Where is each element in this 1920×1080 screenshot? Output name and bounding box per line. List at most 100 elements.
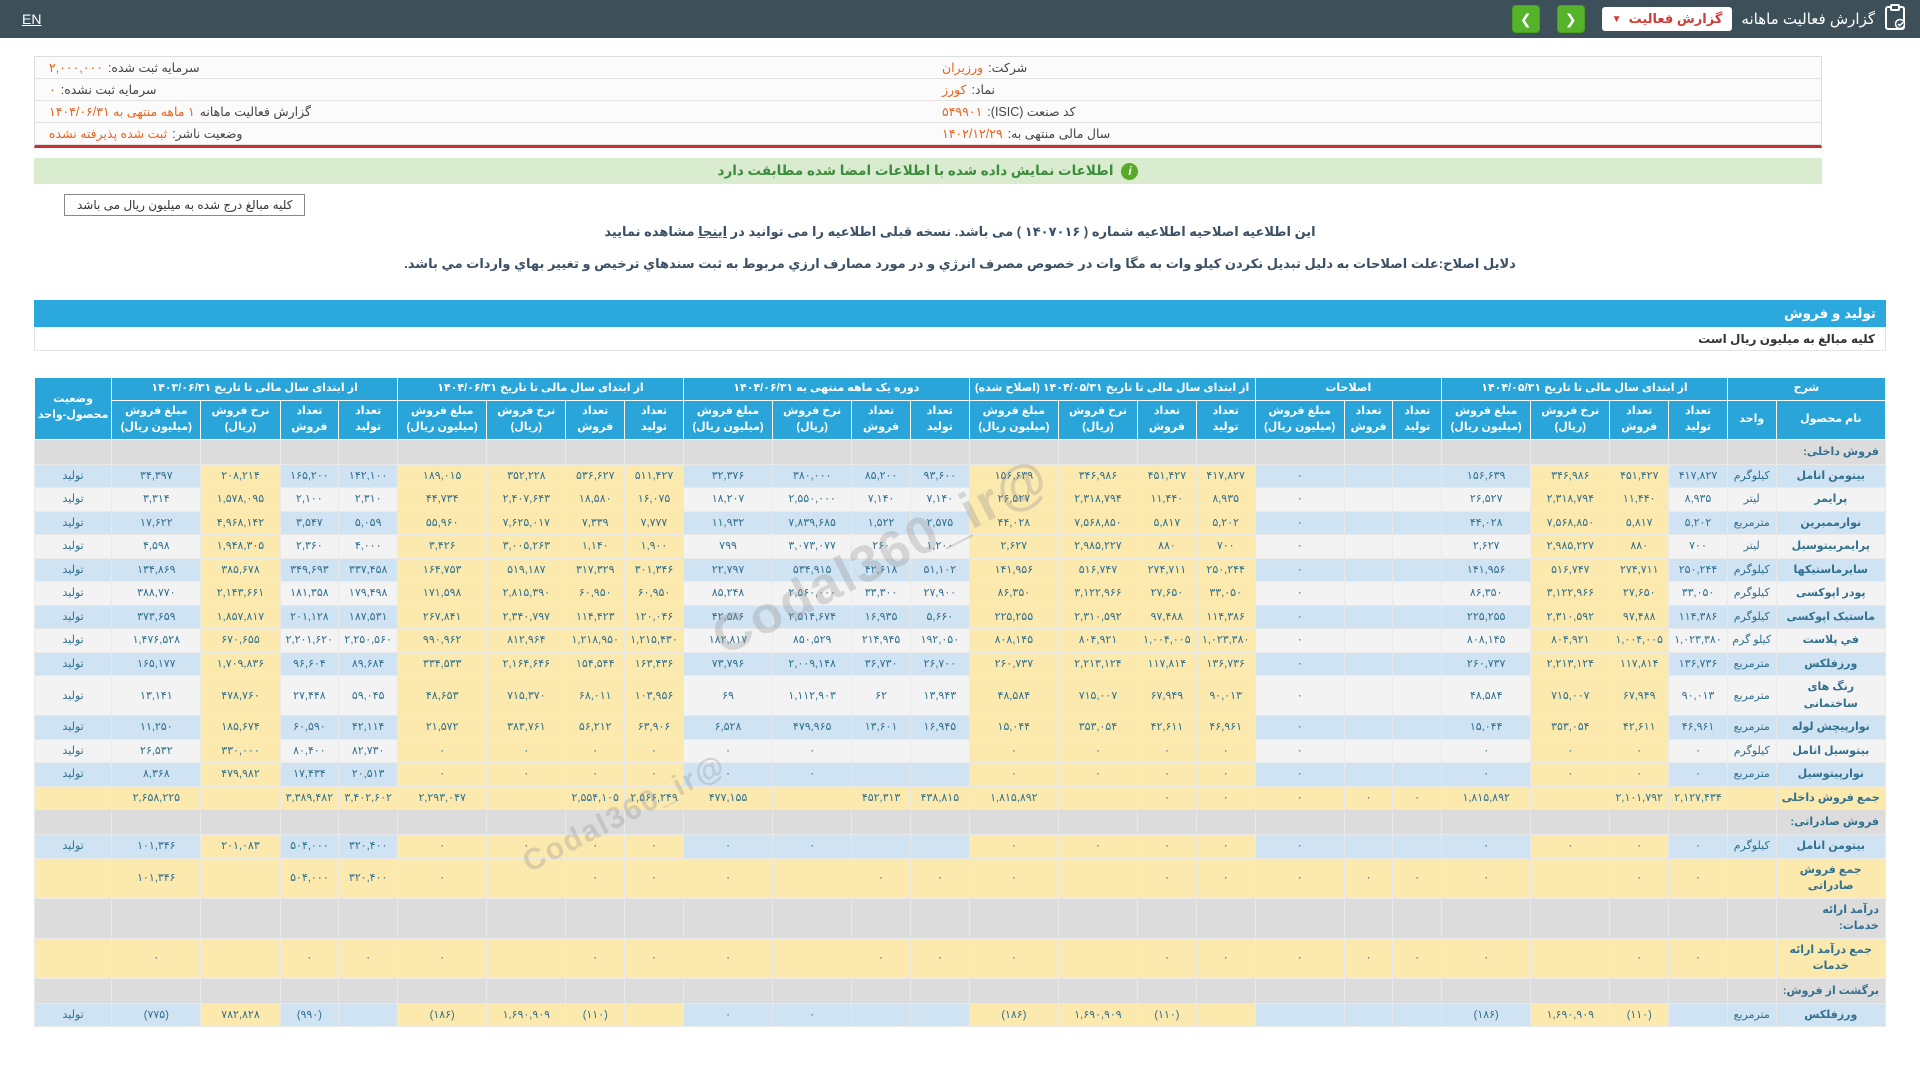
value-cell: ۴۷۸,۷۶۰	[200, 675, 281, 717]
column-header-1: واحد	[1726, 399, 1777, 440]
value-cell: ۱۰۳,۹۵۶	[624, 675, 684, 717]
value-cell: ۰	[1441, 834, 1532, 859]
value-cell: ۴۲,۶۱۱	[1609, 715, 1670, 740]
value-cell: ۱۵۶,۶۳۹	[968, 463, 1059, 489]
value-cell	[909, 1002, 970, 1028]
report-type-dropdown[interactable]: گزارش فعالیت ▼	[1601, 7, 1733, 31]
value-cell: ۳,۵۴۷	[279, 510, 340, 536]
section-label: فروش داخلی:	[1775, 438, 1887, 465]
value-cell	[1530, 857, 1611, 899]
value-cell: ۳۰۱,۳۴۶	[624, 557, 684, 583]
value-cell: ۵,۰۵۹	[338, 510, 399, 536]
value-cell: ۰	[624, 857, 684, 899]
column-header-19: نرخ فروش (ریال)	[486, 399, 567, 440]
top-navbar: گزارش فعالیت ماهانه گزارش فعالیت ▼ ❮ ❯ E…	[0, 0, 1920, 38]
column-group-7: وضعیت محصول-واحد	[33, 377, 113, 440]
value-cell: ۲,۵۵۴,۱۰۵	[565, 785, 626, 811]
product-unit	[1726, 785, 1777, 811]
value-cell: (۱۱۰)	[565, 1002, 626, 1028]
value-cell: ۱۳۶,۷۳۶	[1195, 651, 1256, 677]
product-name: بیتومن انامل	[1775, 463, 1887, 489]
prev-report-button[interactable]: ❯	[1511, 5, 1540, 33]
product-name: ورزفلکس	[1775, 651, 1887, 677]
value-cell: ۱۱۴,۳۸۶	[1668, 604, 1728, 630]
column-header-17: تعداد تولید	[624, 399, 684, 440]
empty-cell	[565, 977, 626, 1004]
value-cell	[772, 785, 853, 811]
value-cell: ۸۰۴,۹۲۱	[1057, 628, 1139, 653]
value-cell: ۸۹,۶۸۴	[338, 651, 399, 677]
language-toggle-en[interactable]: EN	[22, 11, 42, 27]
column-group-2: اصلاحات	[1254, 377, 1443, 401]
value-cell: ۲۶,۵۲۷	[968, 487, 1059, 512]
value-cell: ۰	[682, 762, 774, 787]
empty-cell	[1137, 977, 1197, 1004]
empty-cell	[1195, 438, 1256, 465]
value-cell: ۰	[279, 937, 340, 979]
empty-cell	[968, 897, 1059, 939]
value-cell	[1392, 715, 1443, 740]
empty-cell	[33, 438, 113, 465]
value-cell	[1392, 834, 1443, 859]
clipboard-icon	[1884, 3, 1906, 35]
value-cell: ۰	[1343, 785, 1394, 811]
empty-cell	[486, 438, 567, 465]
empty-cell	[624, 897, 684, 939]
value-cell: ۰	[624, 738, 684, 764]
value-cell	[1343, 738, 1394, 764]
product-name: بیتوسیل انامل	[1775, 738, 1887, 764]
value-cell: ۳۵۳,۰۵۴	[1530, 715, 1611, 740]
column-header-7: تعداد فروش	[1343, 399, 1394, 440]
empty-cell	[851, 897, 911, 939]
column-header-14: تعداد فروش	[851, 399, 911, 440]
value-cell: ۲,۲۹۳,۰۴۷	[397, 785, 488, 811]
value-cell: ۲۶,۵۳۲	[111, 738, 202, 764]
value-cell: ۴,۹۶۸,۱۴۲	[200, 510, 281, 536]
value-cell: ۲۲۵,۲۵۵	[968, 604, 1059, 630]
table-row: پرایمربیتوسیل لیتر ۷۰۰ ۸۸۰ ۲,۹۸۵,۲۲۷ ۲,۶۲۷ ۰ ۷۰…	[33, 534, 1887, 559]
empty-cell	[1195, 897, 1256, 939]
table-row: نوارپیتوسیل مترمربع ۰ ۰ ۰ ۰ ۰ ۰ ۰ ۰ ۰ ۰ ۰ ۰ ۰ ۰ ۰ ۲۰,۵۱۳ ۱…	[33, 762, 1887, 787]
column-header-18: تعداد فروش	[565, 399, 626, 440]
product-name: پرایمربیتوسیل	[1775, 534, 1887, 559]
value-cell: ۳۱۷,۳۲۹	[565, 557, 626, 583]
product-status: تولید	[33, 738, 113, 764]
page-title: گزارش فعالیت ماهانه	[1741, 11, 1875, 28]
value-cell: ۱,۴۷۶,۵۲۸	[111, 628, 202, 653]
product-name: ورزفلکس	[1775, 1002, 1887, 1028]
product-unit: مترمربع	[1726, 715, 1777, 740]
value-cell: ۱۵,۰۴۴	[968, 715, 1059, 740]
table-row: في پلاست کیلو گرم ۱,۰۲۳,۳۸۰ ۱,۰۰۴,۰۰۵ ۸۰۴,۹۲…	[33, 628, 1887, 653]
value-cell: ۶۳,۹۰۶	[624, 715, 684, 740]
value-cell	[1392, 534, 1443, 559]
empty-cell	[1137, 438, 1197, 465]
empty-cell	[200, 897, 281, 939]
value-cell: ۰	[1668, 738, 1728, 764]
product-name: پرایمر	[1775, 487, 1887, 512]
section-label: درآمد ارائه خدمات:	[1775, 897, 1887, 939]
value-cell	[1343, 557, 1394, 583]
product-unit: کیلوگرم	[1726, 581, 1777, 606]
value-cell: ۵۱۹,۱۸۷	[486, 557, 567, 583]
empty-cell	[486, 809, 567, 836]
info-label: شرکت:	[988, 61, 1028, 75]
value-cell: ۷,۷۷۷	[624, 510, 684, 536]
value-cell: ۳,۰۰۵,۲۶۳	[486, 534, 567, 559]
value-cell: ۰	[111, 937, 202, 979]
empty-cell	[851, 977, 911, 1004]
table-row: نوارپیچش لوله مترمربع ۴۶,۹۶۱ ۴۲,۶۱۱ ۳۵۳,۰۵۴ ۱…	[33, 715, 1887, 740]
next-report-button[interactable]: ❮	[1556, 5, 1585, 33]
empty-cell	[624, 438, 684, 465]
value-cell: ۰	[909, 937, 970, 979]
value-cell: ۱۸۵,۶۷۴	[200, 715, 281, 740]
value-cell: ۸,۹۳۵	[1195, 487, 1256, 512]
value-cell: ۱۷۹,۴۹۸	[338, 581, 399, 606]
value-cell	[1057, 785, 1139, 811]
value-cell: ۲۱۴,۹۴۵	[851, 628, 911, 653]
value-cell: ۷,۵۶۸,۸۵۰	[1057, 510, 1139, 536]
previous-version-link[interactable]: اینجا	[698, 224, 728, 239]
value-cell: ۰	[968, 762, 1059, 787]
info-icon: i	[1121, 162, 1139, 180]
empty-cell	[338, 809, 399, 836]
product-status: تولید	[33, 628, 113, 653]
